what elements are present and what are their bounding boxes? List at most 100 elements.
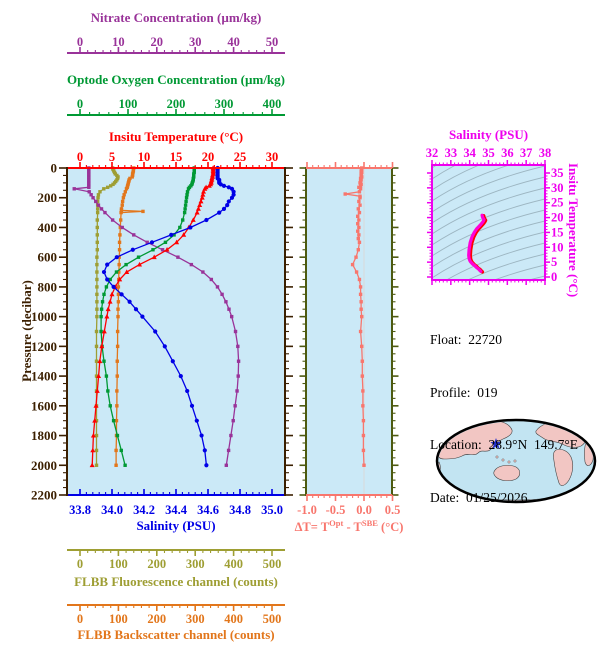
svg-text:400: 400 <box>263 97 282 111</box>
svg-text:20: 20 <box>551 211 564 225</box>
oxygen-axis: 0 100 200 300 400 <box>67 97 285 116</box>
oxygen-axis-title: Optode Oxygen Concentration (µm/kg) <box>66 72 285 87</box>
fluorescence-axis-title: FLBB Fluorescence channel (counts) <box>74 574 278 589</box>
ts-density-contours <box>433 166 544 279</box>
fluorescence-axis: 0 100 200 300 400 500 <box>67 549 285 571</box>
svg-text:33: 33 <box>445 146 458 160</box>
svg-text:40: 40 <box>227 35 240 49</box>
svg-text:0: 0 <box>551 270 557 284</box>
ts-salinity-axis-title: Salinity (PSU) <box>448 127 529 142</box>
svg-text:35.0: 35.0 <box>261 503 283 517</box>
svg-text:1800: 1800 <box>31 428 57 443</box>
pressure-axis-right <box>284 167 293 496</box>
delta-t-title-sup-opt: Opt <box>329 518 344 528</box>
svg-text:1000: 1000 <box>31 309 57 324</box>
svg-text:30: 30 <box>189 35 202 49</box>
svg-text:50: 50 <box>266 35 279 49</box>
svg-text:38: 38 <box>539 146 552 160</box>
delta-t-title-mid: - T <box>343 520 362 535</box>
svg-text:34.6: 34.6 <box>197 503 219 517</box>
svg-text:300: 300 <box>215 97 234 111</box>
ts-profile-curve <box>467 213 488 274</box>
salinity-series <box>101 165 236 468</box>
nitrate-axis-title: Nitrate Concentration (µm/kg) <box>90 10 262 25</box>
svg-text:1200: 1200 <box>31 339 57 354</box>
svg-text:2000: 2000 <box>31 458 57 473</box>
svg-text:0: 0 <box>77 150 83 164</box>
svg-text:200: 200 <box>167 97 186 111</box>
temperature-axis-title: Insitu Temperature (°C) <box>108 129 244 144</box>
svg-text:1600: 1600 <box>31 398 57 413</box>
svg-text:-1.0: -1.0 <box>297 503 317 517</box>
svg-text:34.0: 34.0 <box>101 503 123 517</box>
delta-t-series <box>343 166 366 467</box>
svg-text:35: 35 <box>482 146 495 160</box>
svg-text:25: 25 <box>234 150 247 164</box>
svg-text:34.2: 34.2 <box>133 503 155 517</box>
delta-t-title-post: (°C) <box>377 520 404 535</box>
profile-line: Profile: 019 <box>430 384 498 400</box>
svg-text:0: 0 <box>77 557 83 571</box>
svg-text:34.4: 34.4 <box>165 503 188 517</box>
svg-text:0: 0 <box>77 35 83 49</box>
svg-text:200: 200 <box>38 190 58 205</box>
delta-panel-right-edge <box>391 167 399 496</box>
delta-t-title-pre: ΔT= T <box>294 520 330 535</box>
svg-text:2200: 2200 <box>31 488 57 503</box>
svg-text:600: 600 <box>38 250 58 265</box>
delta-panel-left-edge <box>299 167 307 496</box>
svg-text:0: 0 <box>77 612 83 626</box>
svg-text:400: 400 <box>224 557 243 571</box>
svg-text:100: 100 <box>119 97 138 111</box>
date-line: Date: 01/25/2026 <box>430 489 528 505</box>
pressure-axis-left: 0 200 400 600 800 1000 1200 1400 1600 1800 2000 220… <box>31 161 68 503</box>
svg-text:-0.5: -0.5 <box>326 503 346 517</box>
svg-text:30: 30 <box>551 181 564 195</box>
svg-text:500: 500 <box>263 557 282 571</box>
temperature-series <box>89 165 216 468</box>
svg-text:10: 10 <box>112 35 125 49</box>
svg-text:32: 32 <box>426 146 439 160</box>
svg-text:15: 15 <box>551 225 564 239</box>
svg-text:400: 400 <box>224 612 243 626</box>
svg-text:30: 30 <box>266 150 279 164</box>
svg-text:10: 10 <box>138 150 151 164</box>
float-id-line: Float: 22720 <box>430 332 503 347</box>
location-line: Location: 28.9°N 149.7°E <box>430 437 579 452</box>
svg-text:20: 20 <box>202 150 215 164</box>
delta-t-axis: -1.0 -0.5 0.0 0.5 <box>297 162 400 517</box>
svg-text:10: 10 <box>551 240 564 254</box>
svg-text:100: 100 <box>109 612 128 626</box>
svg-text:35: 35 <box>551 166 564 180</box>
svg-text:25: 25 <box>551 196 564 210</box>
pressure-axis-title: Pressure (decibar) <box>19 280 34 382</box>
nitrate-axis: 0 10 20 30 40 50 <box>67 35 285 54</box>
salinity-axis: 33.8 34.0 34.2 34.4 34.6 34.8 35.0 <box>67 489 285 517</box>
svg-text:300: 300 <box>186 612 205 626</box>
delta-t-axis-title: ΔT= TOpt - TSBE (°C) <box>279 518 419 535</box>
svg-text:300: 300 <box>186 557 205 571</box>
svg-text:15: 15 <box>170 150 183 164</box>
svg-text:100: 100 <box>109 557 128 571</box>
delta-t-title-sup-sbe: SBE <box>361 518 378 528</box>
svg-text:1400: 1400 <box>31 369 57 384</box>
svg-text:0.0: 0.0 <box>356 503 372 517</box>
backscatter-axis-title: FLBB Backscatter channel (counts) <box>77 627 275 642</box>
svg-text:34: 34 <box>463 146 476 160</box>
svg-text:36: 36 <box>501 146 514 160</box>
svg-text:34.8: 34.8 <box>229 503 251 517</box>
svg-text:500: 500 <box>263 612 282 626</box>
svg-text:0.5: 0.5 <box>385 503 401 517</box>
backscatter-axis: 0 100 200 300 400 500 <box>67 604 285 626</box>
temperature-axis: 0 5 10 15 20 25 30 <box>67 150 285 169</box>
svg-text:800: 800 <box>38 279 58 294</box>
svg-text:200: 200 <box>147 557 166 571</box>
ts-temperature-axis-title: Insitu Temperature (°C) <box>566 163 581 298</box>
svg-text:5: 5 <box>109 150 115 164</box>
svg-text:5: 5 <box>551 255 557 269</box>
svg-text:37: 37 <box>520 146 533 160</box>
svg-text:0: 0 <box>77 97 83 111</box>
